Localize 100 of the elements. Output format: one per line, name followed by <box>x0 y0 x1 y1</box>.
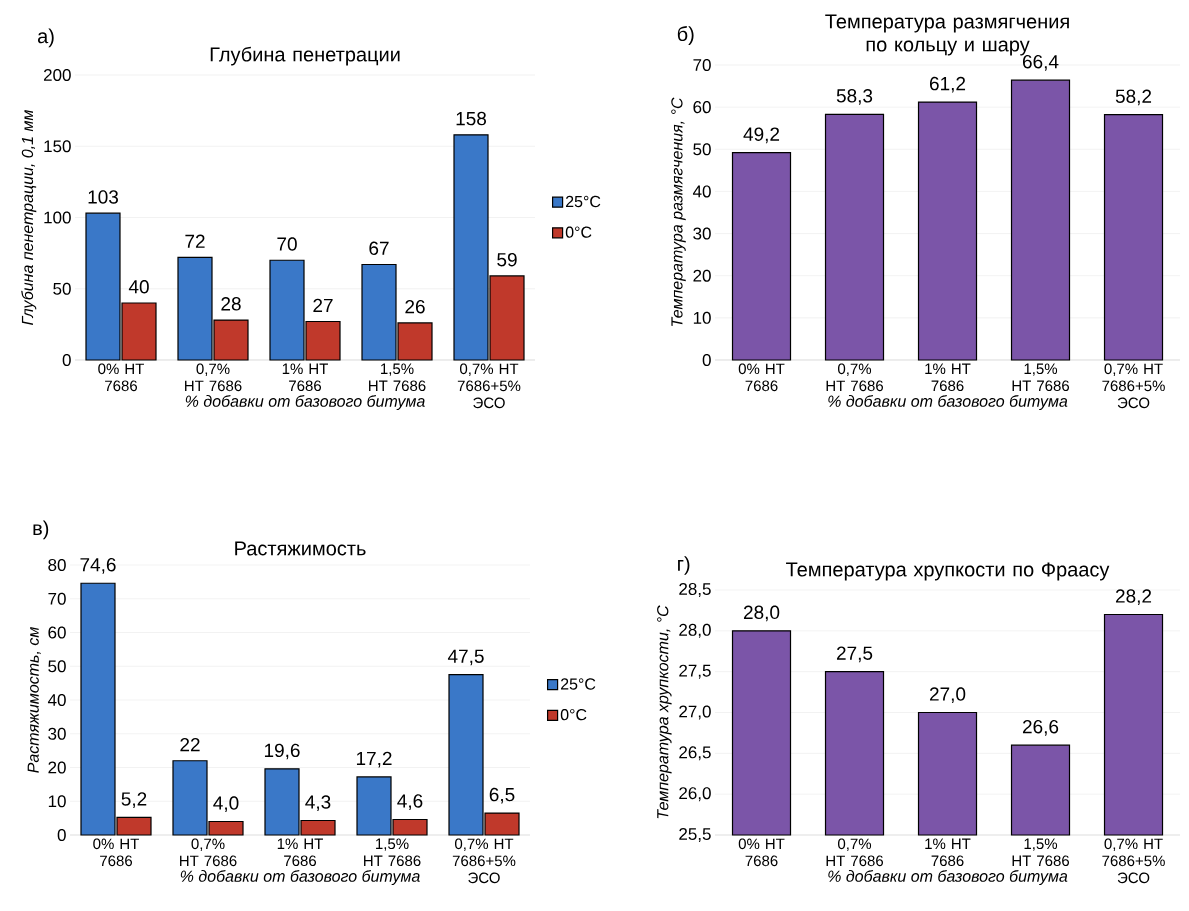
y-tick-label: 80 <box>48 558 66 572</box>
data-label: 61,2 <box>929 76 966 93</box>
y-tick-label: 70 <box>693 58 711 72</box>
bar <box>731 152 792 361</box>
y-tick-label: 0 <box>702 353 711 367</box>
y-tick-label: 40 <box>692 185 711 198</box>
data-label: 19,6 <box>264 743 300 760</box>
data-label: 74,6 <box>80 558 116 574</box>
x-tick-label: 0,7% НТ 7686+5% ЭСО <box>452 838 516 884</box>
text: г) <box>678 556 690 575</box>
y-tick-label: 70 <box>48 592 66 605</box>
y-tick-label: 150 <box>44 140 71 153</box>
data-label: 27,5 <box>836 646 873 663</box>
y-tick-label: 40 <box>47 693 66 707</box>
text: в) <box>33 520 49 540</box>
data-label: 4,3 <box>305 795 331 811</box>
bar <box>917 101 978 361</box>
chart-title: Температура хрупкости по Фраасу <box>786 562 1110 581</box>
data-label: 28,2 <box>1115 589 1152 605</box>
legend-label: 25°C <box>566 195 601 208</box>
data-label: 4,6 <box>397 794 423 810</box>
x-tick-label: 0,7% НТ 7686+5% ЭСО <box>1102 838 1165 884</box>
y-tick-label: 60 <box>48 626 66 639</box>
x-tick-label: 0% НТ 7686 <box>98 363 144 392</box>
bar <box>824 113 885 361</box>
data-label: 67 <box>369 241 389 255</box>
data-label: 28,0 <box>743 605 780 622</box>
legend-label: 25°C <box>561 678 596 690</box>
data-label: 49,2 <box>743 127 780 144</box>
chart-title: Глубина пенетрации <box>210 46 400 66</box>
chart-title: Температура размягчения по кольцу и шару <box>825 14 1069 56</box>
x-tick-label: 0,7% НТ 7686+5% ЭСО <box>457 363 521 409</box>
y-axis-title: Растяжимость, см <box>27 626 41 773</box>
data-label: 103 <box>88 190 119 204</box>
data-label: 4,0 <box>213 796 239 812</box>
y-tick-label: 30 <box>48 727 66 740</box>
data-label: 26 <box>405 299 425 314</box>
data-label: 59 <box>497 252 517 267</box>
x-tick-label: 1,5% НТ 7686 <box>364 838 421 867</box>
data-label: 5,2 <box>121 792 147 808</box>
x-tick-label: 0,7% НТ 7686 <box>180 838 237 867</box>
data-label: 70 <box>277 237 297 251</box>
data-label: 47,5 <box>447 649 484 666</box>
x-tick-label: 0,7% НТ 7686 <box>826 838 884 867</box>
x-axis-title: % добавки от базового битума <box>180 869 420 886</box>
y-tick-label: 50 <box>48 660 66 673</box>
y-tick-label: 200 <box>43 68 71 82</box>
text: б) <box>677 26 694 45</box>
x-tick-label: 0,7% НТ 7686+5% ЭСО <box>1102 363 1165 409</box>
x-tick-label: 0% НТ 7686 <box>93 838 139 867</box>
x-axis-title: % добавки от базового битума <box>828 869 1068 886</box>
x-tick-label: 1% НТ 7686 <box>925 363 971 392</box>
y-tick-label: 60 <box>693 101 711 114</box>
x-axis-title: % добавки от базового битума <box>828 394 1068 411</box>
data-label: 58,2 <box>1115 89 1152 106</box>
y-axis-title: Температура хрупкости, °С <box>657 605 672 819</box>
x-tick-label: 1,5% НТ 7686 <box>1012 838 1070 867</box>
y-tick-label: 27,0 <box>679 705 711 720</box>
y-axis-title: Температура размягчения, °С <box>671 97 686 327</box>
y-tick-label: 20 <box>48 761 66 774</box>
x-tick-label: 1,5% НТ 7686 <box>369 363 426 392</box>
y-axis-title: Глубина пенетрации, 0,1 мм <box>21 109 37 325</box>
data-label: 28 <box>221 297 241 311</box>
data-label: 26,6 <box>1022 719 1059 736</box>
y-tick-label: 10 <box>48 795 66 808</box>
x-tick-label: 0% НТ 7686 <box>738 838 785 867</box>
data-label: 22 <box>180 737 200 752</box>
y-tick-label: 25,5 <box>679 827 711 843</box>
x-tick-label: 0,7% НТ 7686 <box>185 363 242 392</box>
x-tick-label: 0% НТ 7686 <box>738 363 785 392</box>
legend-label: 0°C <box>560 708 587 721</box>
y-tick-label: 50 <box>53 282 71 295</box>
x-tick-label: 1,5% НТ 7686 <box>1012 363 1070 392</box>
data-label: 27,0 <box>929 687 966 703</box>
data-label: 158 <box>456 111 487 126</box>
y-tick-label: 20 <box>693 269 711 282</box>
data-label: 58,3 <box>836 89 873 105</box>
data-label: 40 <box>128 280 149 294</box>
x-tick-label: 1% НТ 7686 <box>925 838 971 867</box>
bar <box>1103 114 1164 361</box>
x-tick-label: 1% НТ 7686 <box>282 363 328 392</box>
data-label: 17,2 <box>356 751 392 768</box>
chart-title: Растяжимость <box>235 541 366 556</box>
legend-label: 0°C <box>565 226 592 238</box>
x-tick-label: 0,7% НТ 7686 <box>826 363 884 392</box>
text: а) <box>37 28 54 48</box>
y-tick-label: 0 <box>62 353 71 367</box>
data-label: 72 <box>185 234 205 248</box>
y-tick-label: 27,5 <box>679 664 711 679</box>
bar <box>1010 79 1071 361</box>
x-tick-label: 1% НТ 7686 <box>277 838 323 867</box>
y-tick-label: 30 <box>693 227 711 240</box>
data-label: 6,5 <box>489 787 515 804</box>
y-tick-label: 26,5 <box>679 746 711 761</box>
y-tick-label: 100 <box>44 211 71 224</box>
data-label: 27 <box>313 298 333 312</box>
y-tick-label: 50 <box>693 143 711 156</box>
y-tick-label: 10 <box>693 311 711 324</box>
y-tick-label: 0 <box>57 828 66 842</box>
x-axis-title: % добавки от базового битума <box>185 394 425 411</box>
